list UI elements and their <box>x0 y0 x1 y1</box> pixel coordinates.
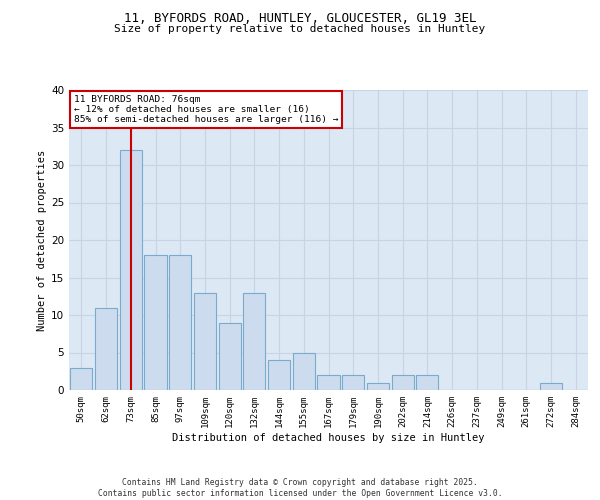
Y-axis label: Number of detached properties: Number of detached properties <box>37 150 47 330</box>
Bar <box>268 360 290 390</box>
Bar <box>70 368 92 390</box>
X-axis label: Distribution of detached houses by size in Huntley: Distribution of detached houses by size … <box>172 432 485 442</box>
Bar <box>145 255 167 390</box>
Bar <box>367 382 389 390</box>
Bar <box>416 375 439 390</box>
Bar <box>169 255 191 390</box>
Bar <box>293 352 315 390</box>
Bar <box>540 382 562 390</box>
Bar <box>194 292 216 390</box>
Text: 11, BYFORDS ROAD, HUNTLEY, GLOUCESTER, GL19 3EL: 11, BYFORDS ROAD, HUNTLEY, GLOUCESTER, G… <box>124 12 476 26</box>
Bar <box>392 375 414 390</box>
Bar <box>317 375 340 390</box>
Bar <box>243 292 265 390</box>
Text: Size of property relative to detached houses in Huntley: Size of property relative to detached ho… <box>115 24 485 34</box>
Text: 11 BYFORDS ROAD: 76sqm
← 12% of detached houses are smaller (16)
85% of semi-det: 11 BYFORDS ROAD: 76sqm ← 12% of detached… <box>74 94 338 124</box>
Bar <box>95 308 117 390</box>
Bar <box>218 322 241 390</box>
Text: Contains HM Land Registry data © Crown copyright and database right 2025.
Contai: Contains HM Land Registry data © Crown c… <box>98 478 502 498</box>
Bar <box>342 375 364 390</box>
Bar <box>119 150 142 390</box>
